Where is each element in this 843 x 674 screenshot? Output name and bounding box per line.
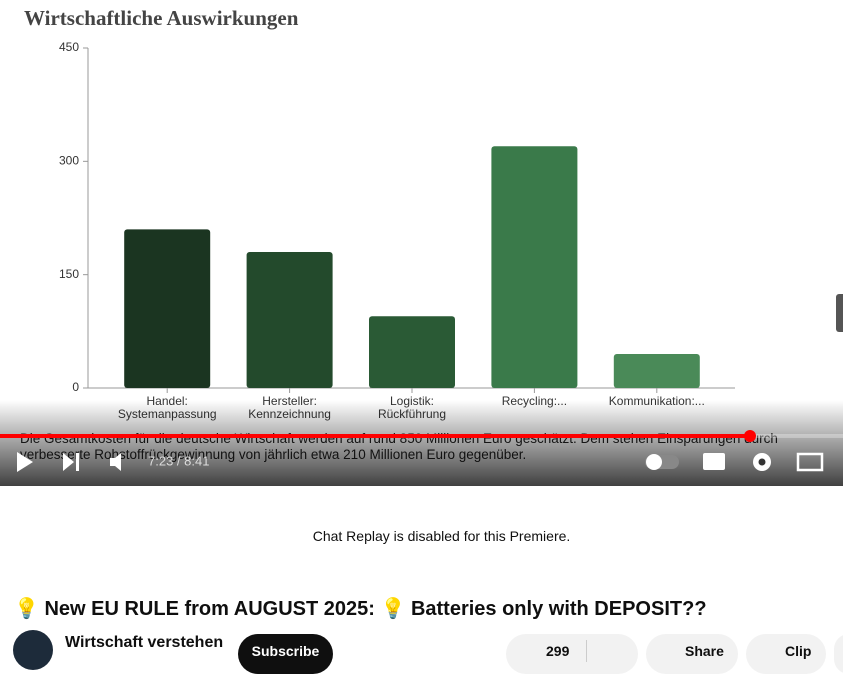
video-player[interactable]: Wirtschaftliche Auswirkungen 0 150 300 450 … (0, 0, 843, 486)
y-tick-label: 450 (59, 40, 79, 54)
bar (124, 229, 211, 388)
chart-caption: Die Gesamtkosten für die deutsche Wirtsc… (20, 431, 778, 462)
x-tick-label: Logistik: Rückführung (377, 394, 447, 421)
chart: Wirtschaftliche Auswirkungen 0 150 300 450 (24, 6, 735, 394)
divider (586, 640, 587, 662)
bar (246, 252, 333, 388)
x-tick-label: Hersteller: Kennzeichnung (248, 394, 331, 421)
x-tick-label: Handel: Systemanpassung (117, 394, 217, 421)
bulb-icon: 💡 (380, 598, 406, 620)
title-part: New EU RULE from AUGUST 2025: (44, 598, 375, 620)
bulb-icon: 💡 (14, 598, 39, 620)
x-tick-label: Recycling:... (501, 394, 568, 408)
y-tick-label: 300 (59, 154, 79, 168)
bar (369, 316, 455, 388)
chat-notice: Chat Replay is disabled for this Premier… (312, 528, 571, 544)
clip-button[interactable]: Clip (746, 634, 826, 674)
title-part: Batteries only with DEPOSIT?? (410, 598, 707, 620)
like-dislike[interactable]: 299 (506, 634, 638, 674)
channel-name[interactable]: Wirtschaft verstehen (65, 634, 224, 651)
subscribe-button[interactable]: Subscribe (238, 634, 333, 674)
bar (491, 146, 578, 388)
clip-label: Clip (785, 643, 812, 659)
share-button[interactable]: Share (646, 634, 738, 674)
video-title: 💡 New EU RULE from AUGUST 2025: 💡 Batter… (14, 596, 707, 621)
bar (613, 354, 700, 388)
channel-avatar[interactable] (13, 630, 53, 670)
y-tick-label: 150 (59, 267, 79, 281)
like-count: 299 (546, 643, 570, 659)
share-label: Share (685, 643, 724, 659)
y-tick-label: 0 (72, 380, 79, 394)
more-button[interactable] (834, 634, 843, 674)
x-tick-label: Kommunikation:... (608, 394, 705, 408)
chart-title: Wirtschaftliche Auswirkungen (24, 6, 299, 30)
